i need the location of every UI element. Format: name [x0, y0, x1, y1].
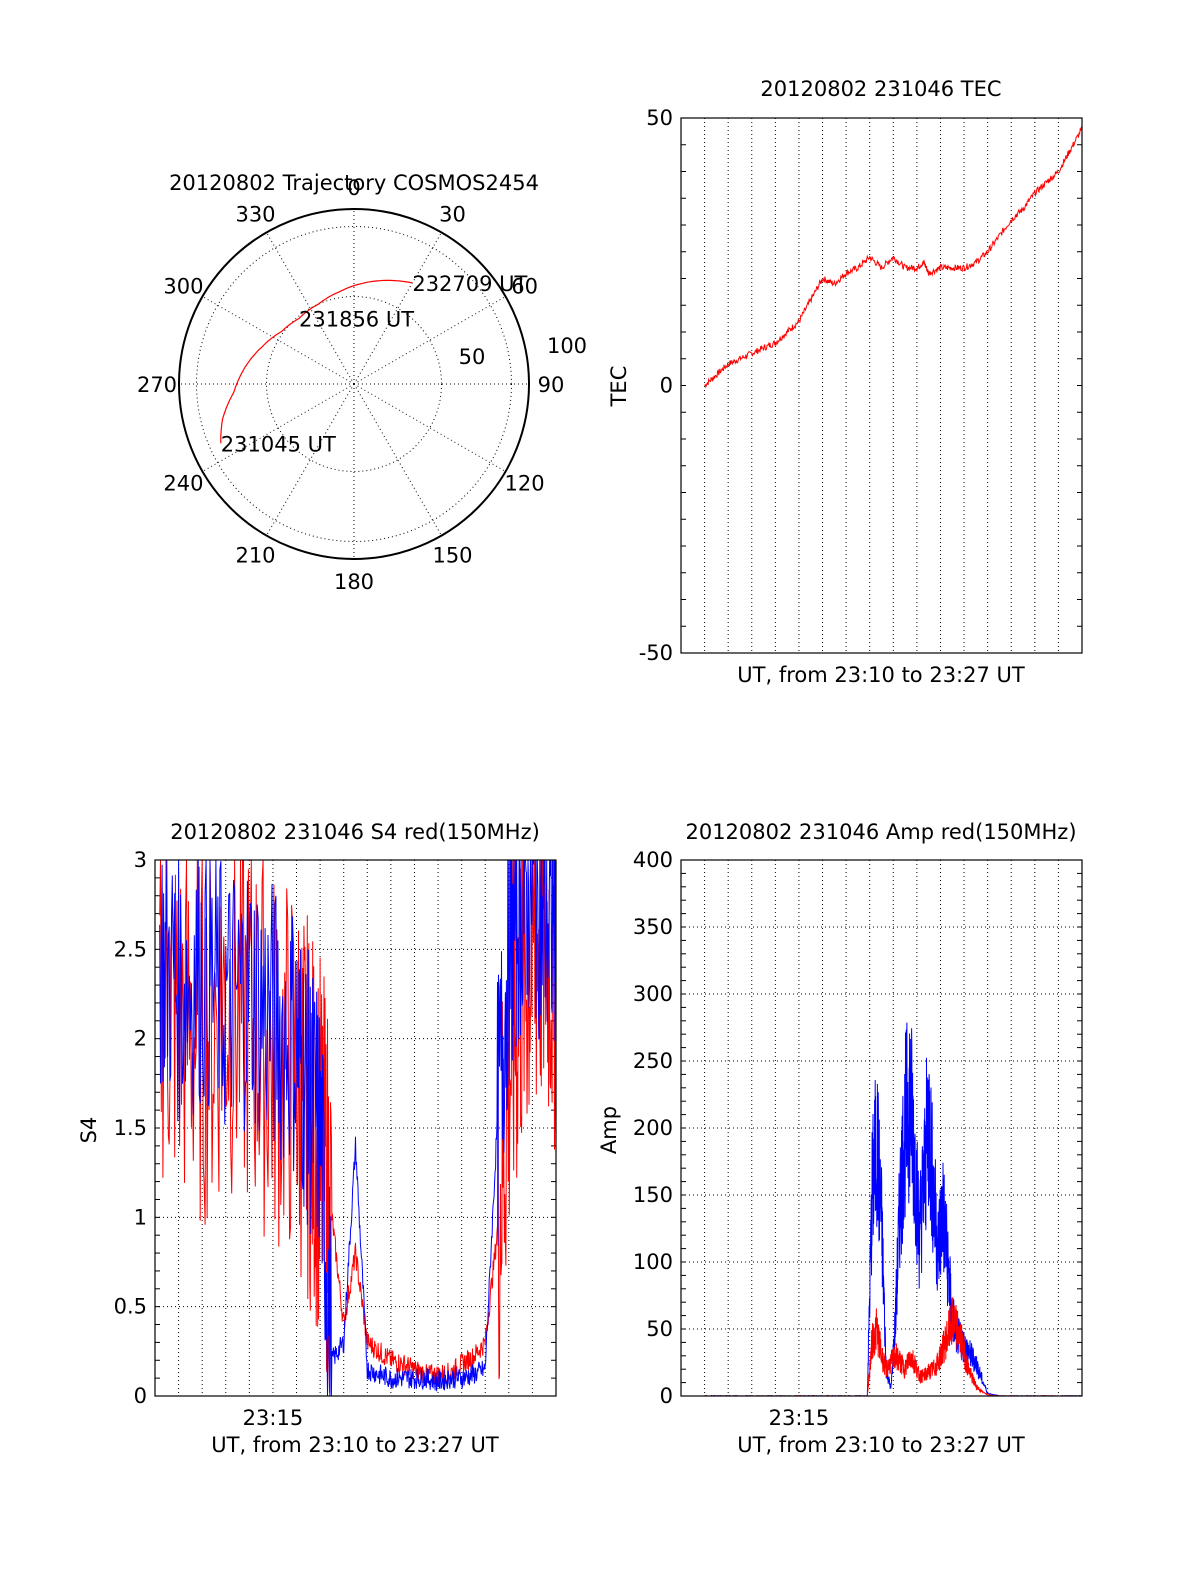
polar-angle-label: 180 [334, 570, 374, 594]
plot-frame [154, 859, 557, 1397]
amp-y-axis-label: Amp [597, 1106, 621, 1154]
s4-title: 20120802 231046 S4 red(150MHz) [170, 820, 540, 844]
y-tick-label: 200 [633, 1116, 673, 1140]
polar-spoke [353, 383, 506, 472]
y-tick-label: 400 [633, 848, 673, 872]
y-tick-label: 0 [660, 374, 673, 398]
polar-angle-label: 60 [511, 275, 538, 299]
polar-angle-label: 240 [163, 472, 203, 496]
trajectory-time-label: 232709 UT [412, 272, 527, 296]
polar-ring [196, 226, 512, 542]
s4-y-axis-label: S4 [77, 1117, 101, 1144]
amp-panel: 20120802 231046 Amp red(150MHz) UT, from… [597, 820, 1083, 1457]
polar-angle-label: 150 [432, 544, 472, 568]
y-tick-label: 0 [660, 1384, 673, 1408]
x-tick-label: 23:15 [769, 1406, 830, 1430]
amp-x-axis-label: UT, from 23:10 to 23:27 UT [737, 1433, 1025, 1457]
s4-panel: 20120802 231046 S4 red(150MHz) UT, from … [77, 820, 557, 1457]
y-tick-label: 0 [134, 1384, 147, 1408]
y-tick-label: 100 [633, 1250, 673, 1274]
series-line-blue [704, 1022, 1083, 1397]
polar-outer-circle [178, 208, 530, 560]
polar-angle-label: 300 [163, 275, 203, 299]
tec-title: 20120802 231046 TEC [760, 77, 1001, 101]
tec-axes: 50 0 -50 [639, 106, 1083, 665]
trajectory-time-label: 231856 UT [299, 307, 414, 331]
series-line-red [159, 859, 557, 1393]
polar-angle-labels: 0 30 60 90 120 150 180 210 240 270 300 330 50 100 [137, 176, 587, 594]
x-tick-label: 23:15 [243, 1406, 304, 1430]
y-tick-label: 1.5 [114, 1116, 147, 1140]
polar-radial-label: 100 [547, 334, 587, 358]
tec-panel: 20120802 231046 TEC UT, from 23:10 to 23… [607, 77, 1083, 687]
polar-spoke [266, 383, 355, 536]
y-tick-label: 2.5 [114, 937, 147, 961]
series-line-red [704, 126, 1083, 389]
polar-angle-label: 210 [235, 544, 275, 568]
polar-angle-label: 270 [137, 373, 177, 397]
polar-radial-label: 50 [459, 345, 486, 369]
trajectory-track [220, 279, 413, 444]
y-tick-label: 0.5 [114, 1295, 147, 1319]
polar-spoke [353, 383, 442, 536]
series-line-blue [159, 859, 557, 1397]
y-tick-label: 1 [134, 1205, 147, 1229]
polar-angle-label: 30 [439, 202, 466, 226]
s4-x-axis-label: UT, from 23:10 to 23:27 UT [211, 1433, 499, 1457]
plot-frame [680, 859, 1083, 1397]
trajectory-polar-panel: 20120802 Trajectory COSMOS2454 0 30 60 90 12… [137, 171, 587, 594]
amp-title: 20120802 231046 Amp red(150MHz) [685, 820, 1076, 844]
y-tick-label: 250 [633, 1049, 673, 1073]
tec-x-axis-label: UT, from 23:10 to 23:27 UT [737, 663, 1025, 687]
tec-y-axis-label: TEC [607, 366, 631, 408]
trajectory-time-label: 231045 UT [221, 432, 336, 456]
polar-grid [178, 208, 530, 560]
y-tick-label: 150 [633, 1183, 673, 1207]
polar-ring [266, 296, 442, 472]
plot-frame [680, 117, 1083, 654]
y-tick-label: -50 [639, 641, 673, 665]
polar-angle-label: 330 [235, 202, 275, 226]
polar-angle-label: 0 [347, 176, 360, 200]
y-tick-label: 300 [633, 982, 673, 1006]
s4-axes: 0 0.5 1 1.5 2 2.5 3 23:15 [114, 848, 557, 1430]
y-tick-label: 3 [134, 848, 147, 872]
trajectory-title: 20120802 Trajectory COSMOS2454 [169, 171, 539, 195]
y-tick-label: 50 [646, 1317, 673, 1341]
y-tick-label: 350 [633, 915, 673, 939]
polar-angle-label: 120 [505, 472, 545, 496]
y-tick-label: 2 [134, 1027, 147, 1051]
trajectory-line [220, 279, 413, 444]
polar-angle-label: 90 [538, 373, 565, 397]
y-tick-label: 50 [646, 106, 673, 130]
trajectory-annotations: 231045 UT 231856 UT 232709 UT [221, 272, 528, 456]
amp-axes: 0 50 100 150 200 250 300 350 400 23:15 [633, 848, 1083, 1430]
